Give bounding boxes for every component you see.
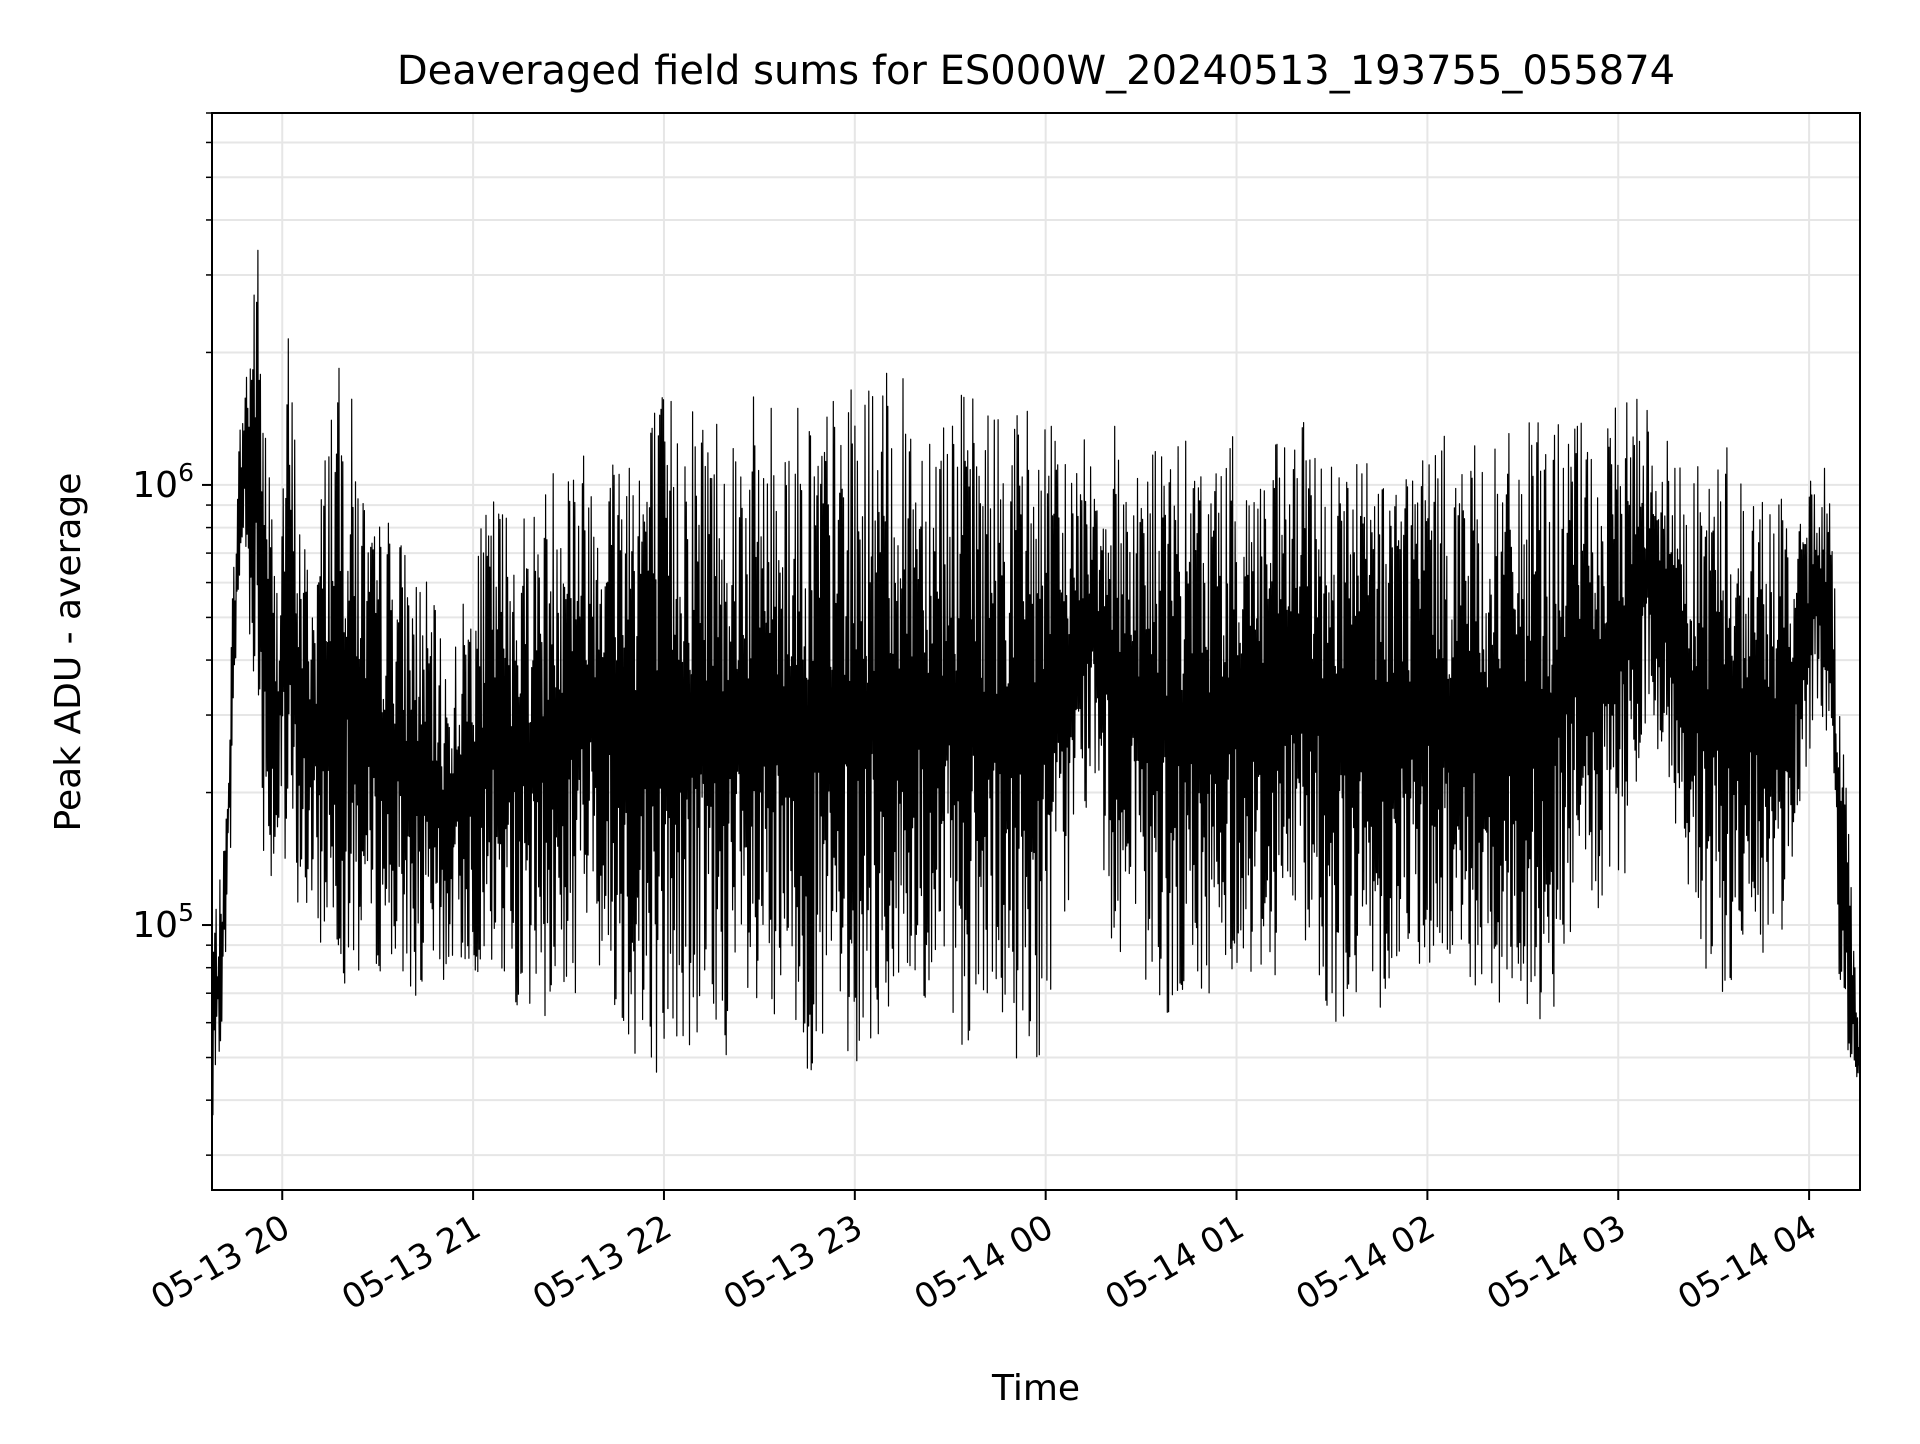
chart-title: Deaveraged field sums for ES000W_2024051…	[397, 48, 1675, 94]
y-axis-label: Peak ADU - average	[48, 473, 89, 832]
series-line	[211, 249, 1861, 1116]
data-series	[211, 249, 1861, 1116]
y-tick-label: 105	[132, 898, 194, 946]
plot-frame	[211, 112, 1861, 1191]
x-axis-label: Time	[991, 1368, 1080, 1409]
y-tick-label: 106	[132, 458, 194, 506]
